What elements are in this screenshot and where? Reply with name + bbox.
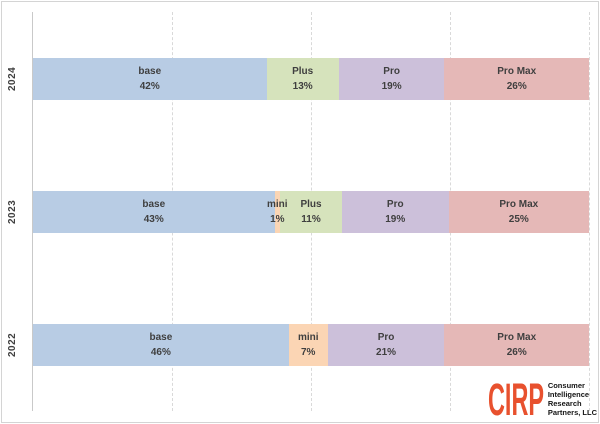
- gridline-100: [589, 12, 590, 411]
- segment-name: base: [138, 65, 162, 77]
- bar-segment-base: base 42%: [33, 57, 267, 100]
- segment-name: base: [142, 198, 166, 210]
- segment-percent: 42%: [139, 80, 160, 92]
- segment-label: Plus 11%: [300, 197, 321, 227]
- logo-line: Research: [547, 399, 582, 408]
- stacked-bar: base 43% mini 1% Plus 11% Pro 19% Pro Max 25%: [33, 190, 589, 233]
- segment-percent: 21%: [376, 346, 397, 358]
- segment-label: base 42%: [138, 64, 161, 94]
- segment-percent: 43%: [143, 213, 164, 225]
- segment-percent: 26%: [506, 80, 527, 92]
- segment-label: Pro Max 26%: [497, 330, 536, 360]
- cirp-wordmark: CIRP: [488, 381, 544, 419]
- segment-name: Pro: [383, 65, 400, 77]
- segment-name: Plus: [300, 198, 322, 210]
- stacked-bar: base 42% Plus 13% Pro 19% Pro Max 26%: [33, 57, 589, 100]
- cirp-logo-text: Consumer Intelligence Research Partners, LL…: [547, 381, 597, 417]
- segment-name: Pro Max: [499, 198, 539, 210]
- segment-percent: 13%: [292, 80, 313, 92]
- segment-label: Pro 19%: [385, 197, 405, 227]
- logo-line: Intelligence: [547, 390, 590, 400]
- segment-percent: 25%: [508, 213, 529, 225]
- segment-percent: 7%: [300, 346, 316, 358]
- bar-segment-base: base 46%: [33, 323, 289, 366]
- segment-label: Pro Max 26%: [497, 64, 536, 94]
- bar-segment-base: base 43%: [33, 190, 275, 233]
- year-axis-label: 2024: [7, 66, 18, 91]
- segment-label: Pro 21%: [376, 330, 396, 360]
- bar-segment-pro-max: Pro Max 26%: [444, 57, 589, 100]
- segment-percent: 19%: [381, 80, 402, 92]
- bar-segment-mini: mini 1%: [267, 190, 288, 233]
- bar-segment-pro: Pro 21%: [327, 323, 445, 366]
- segment-label: base 43%: [142, 197, 165, 227]
- plot-area: 2024 base 42% Plus 13% Pro 19% Pro Max 26% 2023 ba…: [7, 12, 590, 411]
- segment-name: Plus: [292, 65, 314, 77]
- segment-percent: 19%: [385, 213, 406, 225]
- bar-segment-pro-max: Pro Max 26%: [444, 323, 590, 366]
- bar-row-2023: 2023 base 43% mini 1% Plus 11% Pro 19% Pro Max 25%: [7, 145, 589, 278]
- segment-percent: 1%: [270, 213, 285, 225]
- segment-name: mini: [267, 198, 288, 210]
- segment-name: Pro: [386, 198, 404, 210]
- segment-percent: 46%: [150, 346, 171, 358]
- segment-name: base: [149, 331, 173, 343]
- segment-percent: 26%: [506, 346, 527, 358]
- bar-segment-mini: mini 7%: [288, 323, 328, 366]
- segment-name: Pro Max: [497, 65, 537, 77]
- segment-label: base 46%: [149, 330, 172, 360]
- segment-label: Pro Max 25%: [499, 197, 538, 227]
- logo-line: Partners, LLC: [547, 407, 597, 417]
- segment-label: Pro 19%: [382, 64, 402, 94]
- segment-label: mini 1%: [267, 197, 288, 227]
- segment-label: Plus 13%: [292, 64, 313, 94]
- segment-label: mini 7%: [298, 330, 319, 360]
- bar-rows: 2024 base 42% Plus 13% Pro 19% Pro Max 26% 2023 ba…: [7, 12, 590, 411]
- year-axis-label: 2022: [7, 332, 18, 357]
- bar-row-2022: 2022 base 46% mini 7% Pro 21% Pro Max 26%: [7, 278, 590, 411]
- cirp-wordmark-text: CIRP: [488, 381, 544, 419]
- segment-name: mini: [297, 331, 319, 343]
- logo-line: Consumer: [547, 381, 585, 391]
- bar-segment-plus: Plus 11%: [280, 190, 342, 233]
- segment-name: Pro: [377, 331, 395, 343]
- year-axis-label: 2023: [7, 199, 18, 224]
- bar-segment-pro: Pro 19%: [338, 57, 445, 100]
- bar-segment-pro-max: Pro Max 25%: [448, 190, 589, 233]
- segment-name: Pro Max: [497, 331, 537, 343]
- bar-row-2024: 2024 base 42% Plus 13% Pro 19% Pro Max 26%: [7, 12, 589, 145]
- stacked-bar: base 46% mini 7% Pro 21% Pro Max 26%: [33, 323, 590, 366]
- cirp-logo: CIRP Consumer Intelligence Research Partner…: [487, 381, 597, 419]
- bar-segment-pro: Pro 19%: [341, 190, 449, 233]
- bar-segment-plus: Plus 13%: [266, 57, 339, 100]
- segment-percent: 11%: [301, 213, 321, 225]
